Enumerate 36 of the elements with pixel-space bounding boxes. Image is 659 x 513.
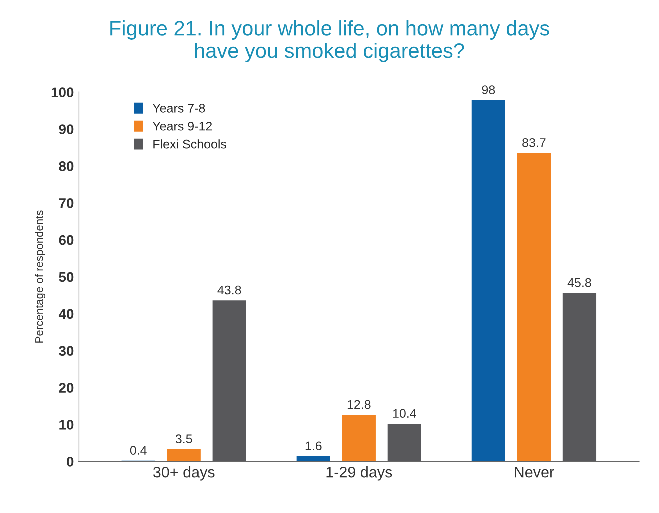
y-tick-label: 20: [59, 383, 74, 393]
data-label: 98: [482, 86, 496, 94]
bar: [386, 422, 423, 462]
bar: [211, 299, 248, 462]
data-label: 12.8: [348, 400, 371, 410]
y-tick-label: 50: [59, 272, 74, 282]
bar: [562, 292, 598, 462]
y-tick-label: 30: [59, 346, 74, 356]
data-label: 43.8: [218, 286, 242, 295]
bar: [470, 99, 507, 462]
y-tick-label: 60: [59, 235, 74, 246]
data-label: 10.4: [393, 409, 416, 418]
data-label: 1.6: [306, 442, 322, 451]
legend-label: Years 7-8: [152, 104, 206, 113]
bar: [516, 152, 552, 462]
chart-title: Figure 21. In your whole life, on how many days have you smoked cigarettes?: [110, 20, 550, 62]
y-tick-label: 10: [60, 420, 74, 430]
y-tick-label: 100: [52, 88, 74, 98]
y-axis-title: Percentage of respondents: [35, 210, 46, 343]
bar: [166, 448, 202, 462]
legend-label: Years 9-12: [152, 122, 212, 131]
data-label: 45.8: [568, 278, 592, 288]
data-label: 3.5: [176, 434, 192, 444]
data-label: 83.7: [522, 138, 546, 148]
y-tick-label: 40: [58, 309, 74, 320]
y-tick-label: 70: [59, 198, 74, 208]
x-tick-label: Never: [515, 467, 554, 478]
x-tick-label: 30+ days: [153, 466, 215, 481]
legend-label: Flexi Schools: [154, 140, 227, 149]
bar: [340, 414, 378, 462]
x-tick-label: 1-29 days: [326, 466, 392, 481]
data-label: 0.4: [130, 446, 147, 455]
bar: [295, 455, 332, 462]
y-tick-label: 90: [59, 124, 74, 134]
y-tick-label: 80: [59, 162, 74, 172]
y-tick-label: 0: [67, 457, 74, 467]
